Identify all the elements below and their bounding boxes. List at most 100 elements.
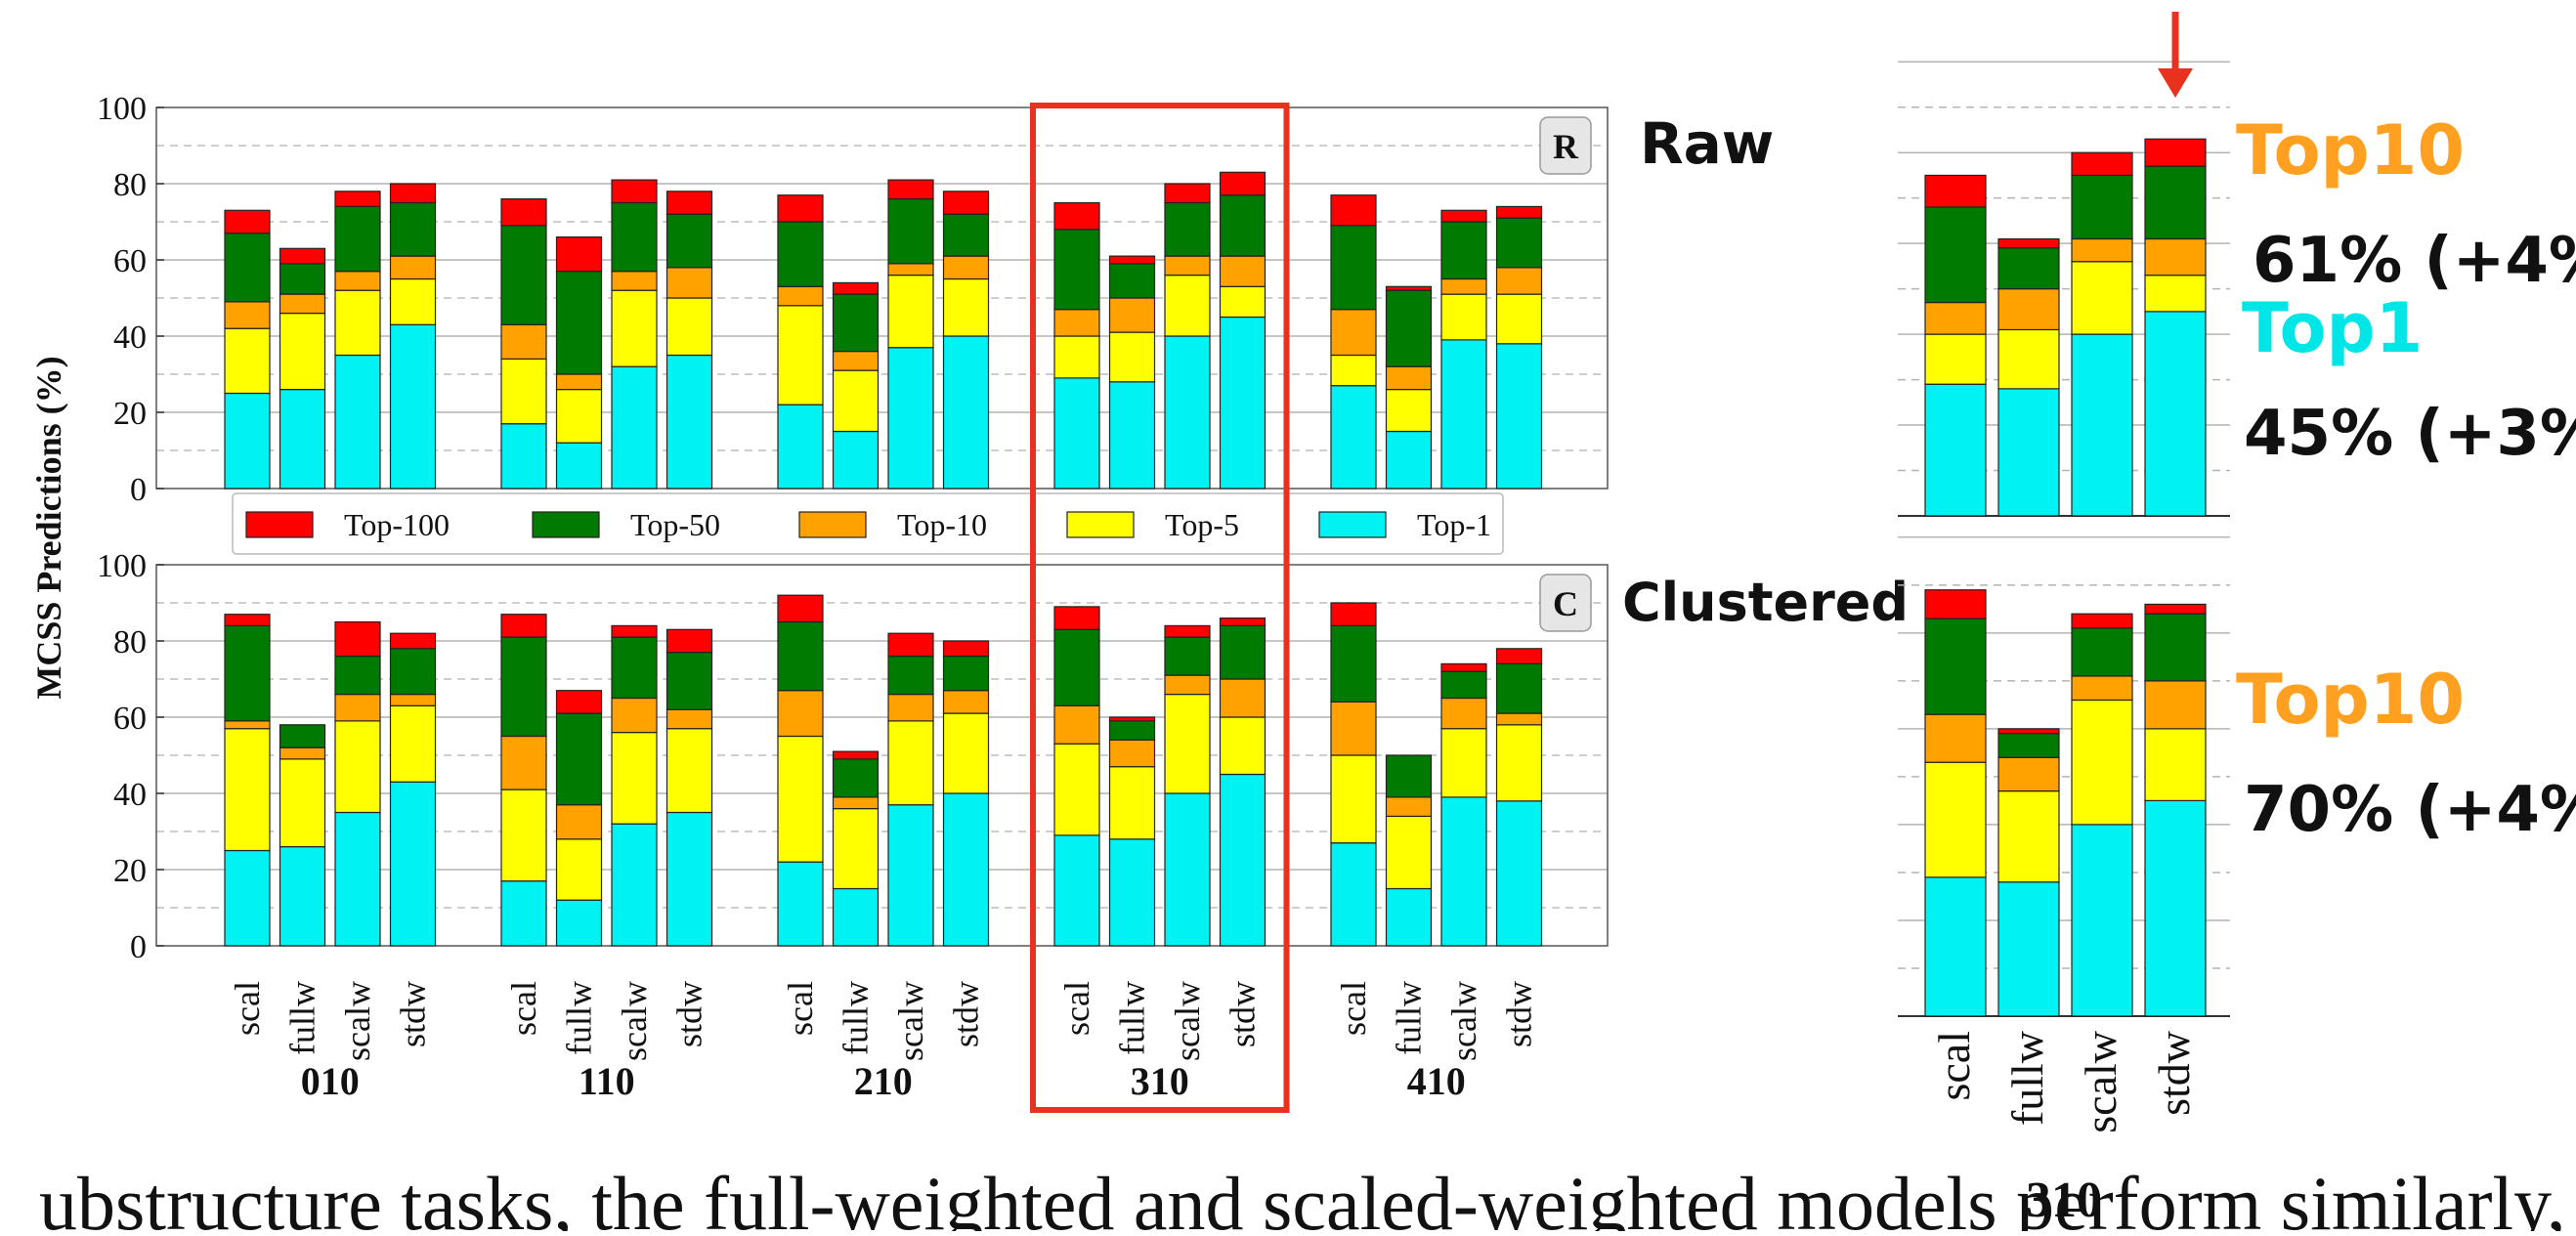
bar-segment-top-1 xyxy=(665,354,713,490)
x-tick-label: scalw xyxy=(1444,981,1483,1061)
zoom-bar-segment-top-100 xyxy=(2071,151,2133,177)
x-group-label: 310 xyxy=(1131,1059,1189,1103)
legend-label: Top-50 xyxy=(630,507,720,542)
raw-annotation: 61% (+4%) xyxy=(2253,225,2576,297)
y-tick-label: 100 xyxy=(97,548,147,584)
bar-segment-top-10 xyxy=(500,323,547,360)
bar-segment-top-10 xyxy=(389,255,437,280)
x-tick-label: scal xyxy=(1334,981,1373,1036)
bar-segment-top-10 xyxy=(942,690,990,714)
x-tick-label: scalw xyxy=(1168,981,1207,1061)
bar-segment-top-5 xyxy=(334,720,381,814)
bar-segment-top-10 xyxy=(887,263,934,277)
bar-segment-top-1 xyxy=(279,845,326,947)
bar-segment-top-50 xyxy=(1495,662,1543,714)
panel-badge-label: C xyxy=(1553,584,1578,623)
zoom-panel-R xyxy=(1898,61,2230,517)
annotations: Top10 61% (+4%)Top1 45% (+3%) Top10 70% (+4%… xyxy=(2158,12,2576,846)
panel-R: 0 20 40 60 80 100 R Raw xyxy=(97,91,1774,508)
zoom-bar-segment-top-10 xyxy=(2071,675,2133,702)
bar-segment-top-100 xyxy=(887,632,934,658)
bar-segment-top-100 xyxy=(1495,648,1543,664)
bar-segment-top-1 xyxy=(1495,800,1543,947)
bar-segment-top-5 xyxy=(1495,724,1543,802)
bar-segment-top-100 xyxy=(1330,194,1377,227)
bar-segment-top-50 xyxy=(665,213,713,269)
bar-segment-top-100 xyxy=(500,198,547,227)
bar-segment-top-1 xyxy=(500,423,547,490)
bar-segment-top-50 xyxy=(224,624,271,722)
bar-segment-top-10 xyxy=(389,693,437,706)
bar-segment-top-100 xyxy=(500,614,547,638)
zoom-bar-segment-top-100 xyxy=(1997,728,2060,735)
bar-segment-top-5 xyxy=(832,807,880,890)
x-tick-label: stdw xyxy=(670,981,709,1047)
bar-segment-top-5 xyxy=(1053,335,1100,379)
bar-segment-top-1 xyxy=(334,811,381,947)
zoom-x-tick-label: stdw xyxy=(2149,1030,2199,1116)
bar-segment-top-1 xyxy=(942,335,990,490)
bar-segment-top-5 xyxy=(555,389,603,444)
bar-segment-top-10 xyxy=(832,351,880,371)
bar-segment-top-1 xyxy=(389,781,437,947)
bar-segment-top-50 xyxy=(334,205,381,273)
y-tick-label: 60 xyxy=(113,701,147,737)
bar-segment-top-50 xyxy=(777,620,824,692)
bar-segment-top-10 xyxy=(777,690,824,738)
bar-segment-top-5 xyxy=(1440,728,1487,798)
bar-segment-top-100 xyxy=(611,624,658,638)
bar-segment-top-10 xyxy=(1053,704,1100,745)
bar-segment-top-50 xyxy=(1053,229,1100,311)
bar-segment-top-5 xyxy=(1164,693,1211,794)
bar-segment-top-50 xyxy=(942,655,990,692)
y-tick-label: 0 xyxy=(130,472,147,508)
bar-segment-top-10 xyxy=(334,271,381,291)
legend: Top-100 Top-50 Top-10 Top-5 Top-1 xyxy=(232,492,1504,555)
bar-segment-top-10 xyxy=(555,373,603,391)
bar-segment-top-50 xyxy=(334,655,381,696)
bar-segment-top-100 xyxy=(1219,617,1267,626)
bar-segment-top-10 xyxy=(500,735,547,790)
x-tick-label: stdw xyxy=(1224,981,1263,1047)
bar-segment-top-5 xyxy=(1219,716,1267,776)
zoom-x-tick-label: fullw xyxy=(2002,1030,2052,1126)
bar-segment-top-100 xyxy=(942,640,990,658)
bar-segment-top-1 xyxy=(224,849,271,947)
x-group-label: 410 xyxy=(1407,1059,1466,1103)
x-tick-label: fullw xyxy=(283,981,322,1055)
y-tick-label: 40 xyxy=(113,320,147,356)
bar-segment-top-50 xyxy=(1440,670,1487,700)
bar-segment-top-5 xyxy=(279,313,326,391)
x-tick-label: stdw xyxy=(394,981,433,1047)
bar-segment-top-50 xyxy=(665,652,713,710)
bar-segment-top-50 xyxy=(777,221,824,287)
legend-swatch xyxy=(532,511,600,538)
y-tick-label: 0 xyxy=(130,929,147,965)
zoom-bar-segment-top-100 xyxy=(2144,138,2207,167)
bar-segment-top-5 xyxy=(224,728,271,852)
bar-segment-top-100 xyxy=(1108,716,1156,722)
bar-segment-top-5 xyxy=(611,731,658,825)
zoom-bar-segment-top-10 xyxy=(2144,680,2207,730)
x-tick-label: fullw xyxy=(560,981,599,1055)
bar-segment-top-1 xyxy=(1495,343,1543,490)
bar-segment-top-5 xyxy=(1219,285,1267,319)
bar-segment-top-50 xyxy=(1440,221,1487,280)
zoom-group-label: 310 xyxy=(2026,1172,2102,1228)
bar-segment-top-10 xyxy=(1108,297,1156,333)
bar-segment-top-10 xyxy=(1219,255,1267,287)
bar-segment-top-1 xyxy=(1385,887,1433,947)
bar-segment-top-100 xyxy=(1164,183,1211,204)
arrow-head-icon xyxy=(2158,68,2193,98)
raw-annotation: Top1 xyxy=(2242,288,2423,368)
bar-segment-top-1 xyxy=(1385,430,1433,490)
bar-segment-top-10 xyxy=(279,293,326,315)
bar-segment-top-100 xyxy=(665,628,713,654)
bar-segment-top-10 xyxy=(942,255,990,280)
bar-segment-top-10 xyxy=(1495,267,1543,295)
bar-segment-top-10 xyxy=(334,693,381,722)
bar-segment-top-10 xyxy=(1385,365,1433,391)
bar-segment-top-100 xyxy=(334,191,381,208)
bar-segment-top-5 xyxy=(1385,389,1433,433)
